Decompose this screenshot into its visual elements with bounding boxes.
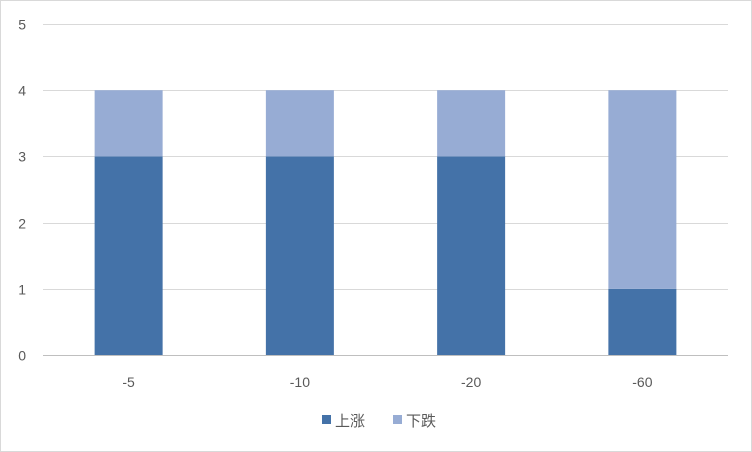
legend-label-1: 下跌 xyxy=(406,412,436,430)
y-tick-label: 0 xyxy=(18,348,26,364)
bar-down-3 xyxy=(608,90,677,289)
bar-up-0 xyxy=(94,156,163,355)
x-tick-label: -60 xyxy=(632,374,652,390)
legend: 上涨 下跌 xyxy=(322,412,436,430)
y-tick-label: 4 xyxy=(18,83,26,99)
x-tick-label: -20 xyxy=(461,374,481,390)
y-tick-label: 2 xyxy=(18,216,26,232)
x-tick-label: -5 xyxy=(122,374,135,390)
y-tick-label: 3 xyxy=(18,149,26,165)
y-tick-label: 1 xyxy=(18,282,26,298)
legend-swatch-0 xyxy=(322,415,331,424)
x-axis-ticks: -5 -10 -20 -60 xyxy=(122,374,652,390)
legend-swatch-1 xyxy=(393,415,402,424)
bar-up-2 xyxy=(437,156,506,355)
bar-down-1 xyxy=(265,90,334,157)
bar-up-3 xyxy=(608,288,677,355)
legend-label-0: 上涨 xyxy=(335,412,365,430)
y-tick-label: 5 xyxy=(18,17,26,33)
bar-down-2 xyxy=(437,90,506,157)
bar-down-0 xyxy=(94,90,163,157)
bar-up-1 xyxy=(265,156,334,355)
x-tick-label: -10 xyxy=(290,374,310,390)
bars xyxy=(94,90,677,355)
y-axis-ticks: 0 1 2 3 4 5 xyxy=(18,17,26,364)
